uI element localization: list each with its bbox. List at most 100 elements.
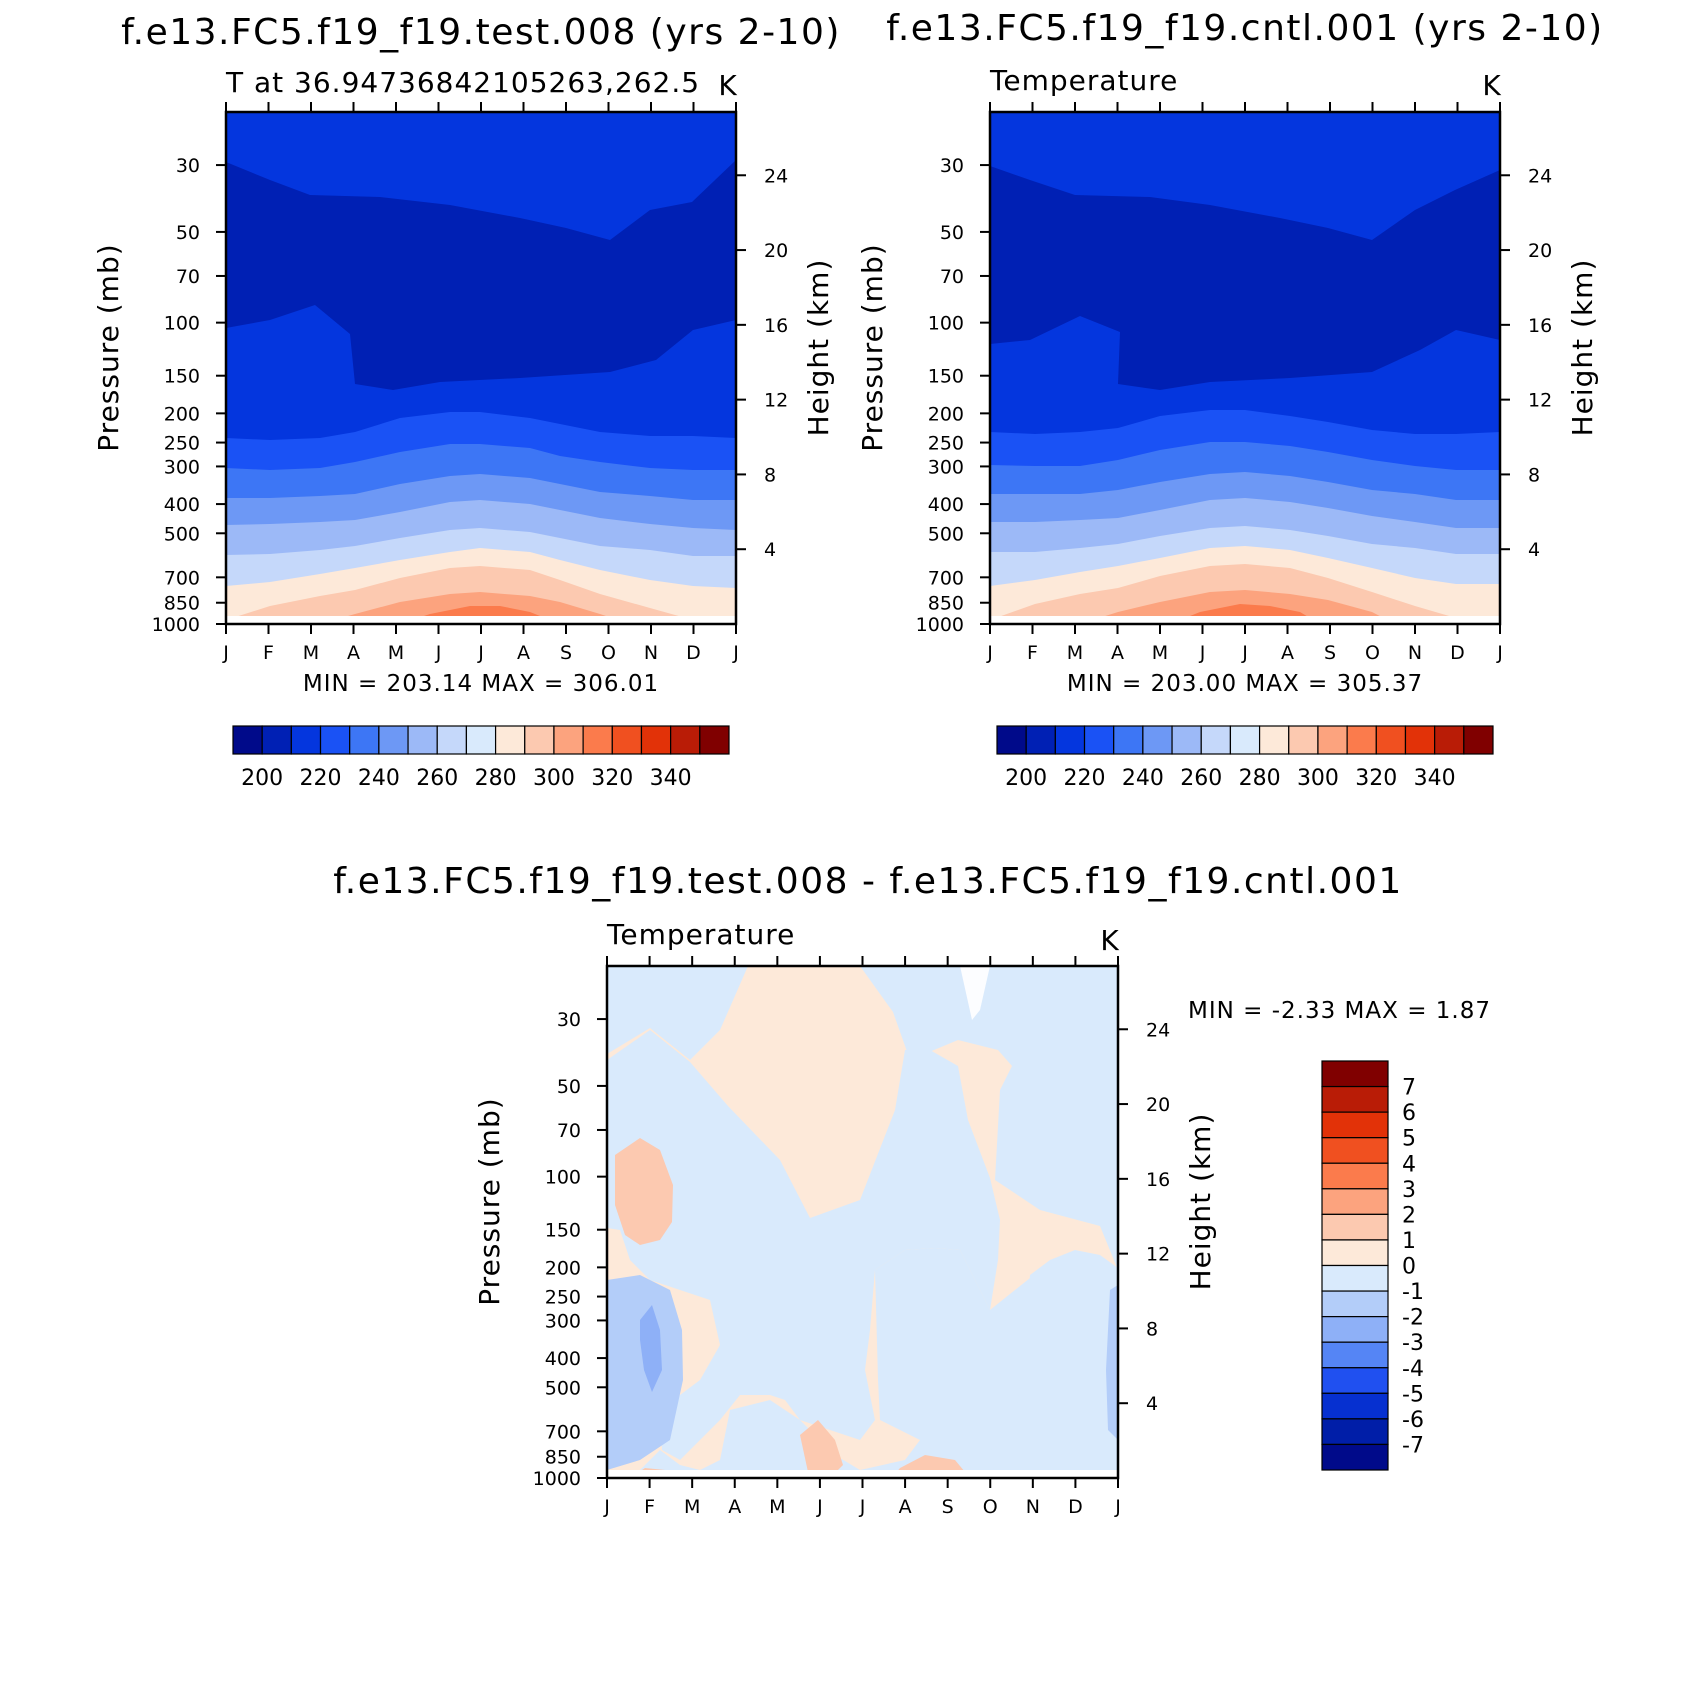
y-right-tick-label: 16 — [1528, 315, 1552, 337]
colorbar-box — [996, 725, 1027, 755]
colorbar-label: -4 — [1402, 1357, 1424, 1382]
x-tick-label: N — [644, 642, 658, 664]
colorbar-box — [436, 725, 468, 755]
colorbar-label: -1 — [1402, 1280, 1424, 1305]
x-tick-label: M — [303, 642, 319, 664]
y-tick-label: 200 — [164, 403, 200, 425]
colorbar-box — [1321, 1290, 1389, 1318]
y-right-tick-label: 24 — [1528, 165, 1552, 187]
x-tick-label: J — [1496, 642, 1503, 664]
colorbar-box — [1288, 725, 1319, 755]
x-tick-label: J — [603, 1496, 610, 1518]
panel-cntl-units: K — [1482, 69, 1501, 102]
colorbar-label: 6 — [1402, 1101, 1416, 1126]
x-tick-label: S — [560, 642, 572, 664]
colorbar-box — [1321, 1162, 1389, 1190]
x-tick-label: J — [859, 1496, 866, 1518]
y-tick-label: 850 — [545, 1447, 581, 1469]
colorbar-box — [1375, 725, 1407, 755]
colorbar-label: 200 — [1005, 766, 1047, 791]
colorbar-box — [349, 725, 380, 755]
colorbar-label: -5 — [1402, 1382, 1424, 1407]
colorbar-label: 240 — [358, 766, 400, 791]
y-tick-label: 300 — [164, 456, 200, 478]
y-tick-label: 700 — [545, 1421, 581, 1443]
colorbar-label: 7 — [1402, 1076, 1416, 1101]
y-tick-label: 250 — [928, 433, 964, 455]
y-tick-label: 150 — [928, 366, 964, 388]
x-tick-label: J — [816, 1496, 823, 1518]
x-tick-label: M — [1152, 642, 1168, 664]
y-tick-label: 70 — [176, 266, 200, 288]
colorbar-label: -2 — [1402, 1306, 1424, 1331]
y-right-tick-label: 20 — [1146, 1094, 1170, 1116]
y-right-tick-label: 4 — [1146, 1393, 1158, 1415]
y-tick-label: 70 — [940, 266, 964, 288]
x-tick-label: O — [983, 1496, 998, 1518]
x-tick-label: D — [1068, 1496, 1083, 1518]
colorbar-box — [407, 725, 438, 755]
y-right-tick-label: 16 — [764, 315, 788, 337]
y-right-tick-label: 24 — [1146, 1019, 1170, 1041]
y-tick-label: 50 — [557, 1076, 581, 1098]
y-right-tick-label: 8 — [764, 464, 776, 486]
y-tick-label: 30 — [940, 155, 964, 177]
y-right-tick-label: 24 — [764, 165, 788, 187]
y-right-tick-label: 20 — [764, 240, 788, 262]
panel-cntl: f.e13.FC5.f19_f19.cntl.001 (yrs 2-10) Te… — [856, 8, 1603, 791]
x-tick-label: F — [1027, 642, 1038, 664]
x-tick-label: N — [1026, 1496, 1040, 1518]
colorbar-box — [261, 725, 292, 755]
y-axis-label: Pressure (mb) — [473, 1097, 506, 1305]
panel-cntl-title: f.e13.FC5.f19_f19.cntl.001 (yrs 2-10) — [886, 8, 1603, 49]
y-tick-label: 150 — [545, 1220, 581, 1242]
x-tick-label: O — [601, 642, 616, 664]
colorbar-label: 340 — [1414, 766, 1456, 791]
colorbar-box — [524, 725, 555, 755]
y-tick-label: 50 — [940, 222, 964, 244]
colorbar-label: 220 — [300, 766, 342, 791]
y-tick-label: 250 — [164, 433, 200, 455]
colorbar-box — [1258, 725, 1290, 755]
panel-test-subtitle: T at 36.94736842105263,262.5 — [225, 66, 700, 99]
y-right-tick-label: 4 — [1528, 539, 1540, 561]
colorbar-box — [1321, 1239, 1389, 1267]
colorbar-box — [1404, 725, 1436, 755]
y-tick-label: 1000 — [533, 1468, 581, 1490]
colorbar-label: 4 — [1402, 1152, 1416, 1177]
colorbar-label: 2 — [1402, 1203, 1416, 1228]
y-tick-label: 700 — [928, 567, 964, 589]
y-right-tick-label: 12 — [1146, 1244, 1170, 1266]
colorbar-box — [1200, 725, 1232, 755]
x-tick-label: F — [644, 1496, 655, 1518]
y-tick-label: 400 — [164, 494, 200, 516]
colorbar-box — [611, 725, 643, 755]
y-right-tick-label: 8 — [1146, 1318, 1158, 1340]
colorbar-box — [1321, 1264, 1389, 1292]
y-tick-label: 100 — [545, 1167, 581, 1189]
colorbar-box — [1321, 1060, 1389, 1088]
x-tick-label: A — [1281, 642, 1294, 664]
y-right-axis-label: Height (km) — [1566, 259, 1599, 437]
x-tick-label: J — [435, 642, 442, 664]
colorbar-box — [1321, 1341, 1389, 1369]
colorbar-label: 0 — [1402, 1255, 1416, 1280]
colorbar-box — [1171, 725, 1202, 755]
y-tick-label: 50 — [176, 222, 200, 244]
panel-cntl-minmax: MIN = 203.00 MAX = 305.37 — [1067, 671, 1423, 697]
colorbar-box — [1317, 725, 1348, 755]
y-tick-label: 300 — [545, 1310, 581, 1332]
colorbar-label: 5 — [1402, 1127, 1416, 1152]
colorbar-box — [1434, 725, 1465, 755]
colorbar-box — [1321, 1418, 1389, 1446]
panel-test-units: K — [718, 69, 737, 102]
panel-test-contours — [226, 112, 736, 624]
colorbar-box — [640, 725, 672, 755]
x-tick-label: N — [1408, 642, 1422, 664]
x-tick-label: J — [1114, 1496, 1121, 1518]
y-tick-label: 30 — [176, 155, 200, 177]
x-tick-label: D — [686, 642, 701, 664]
panel-cntl-contours — [990, 112, 1500, 624]
y-tick-label: 250 — [545, 1287, 581, 1309]
